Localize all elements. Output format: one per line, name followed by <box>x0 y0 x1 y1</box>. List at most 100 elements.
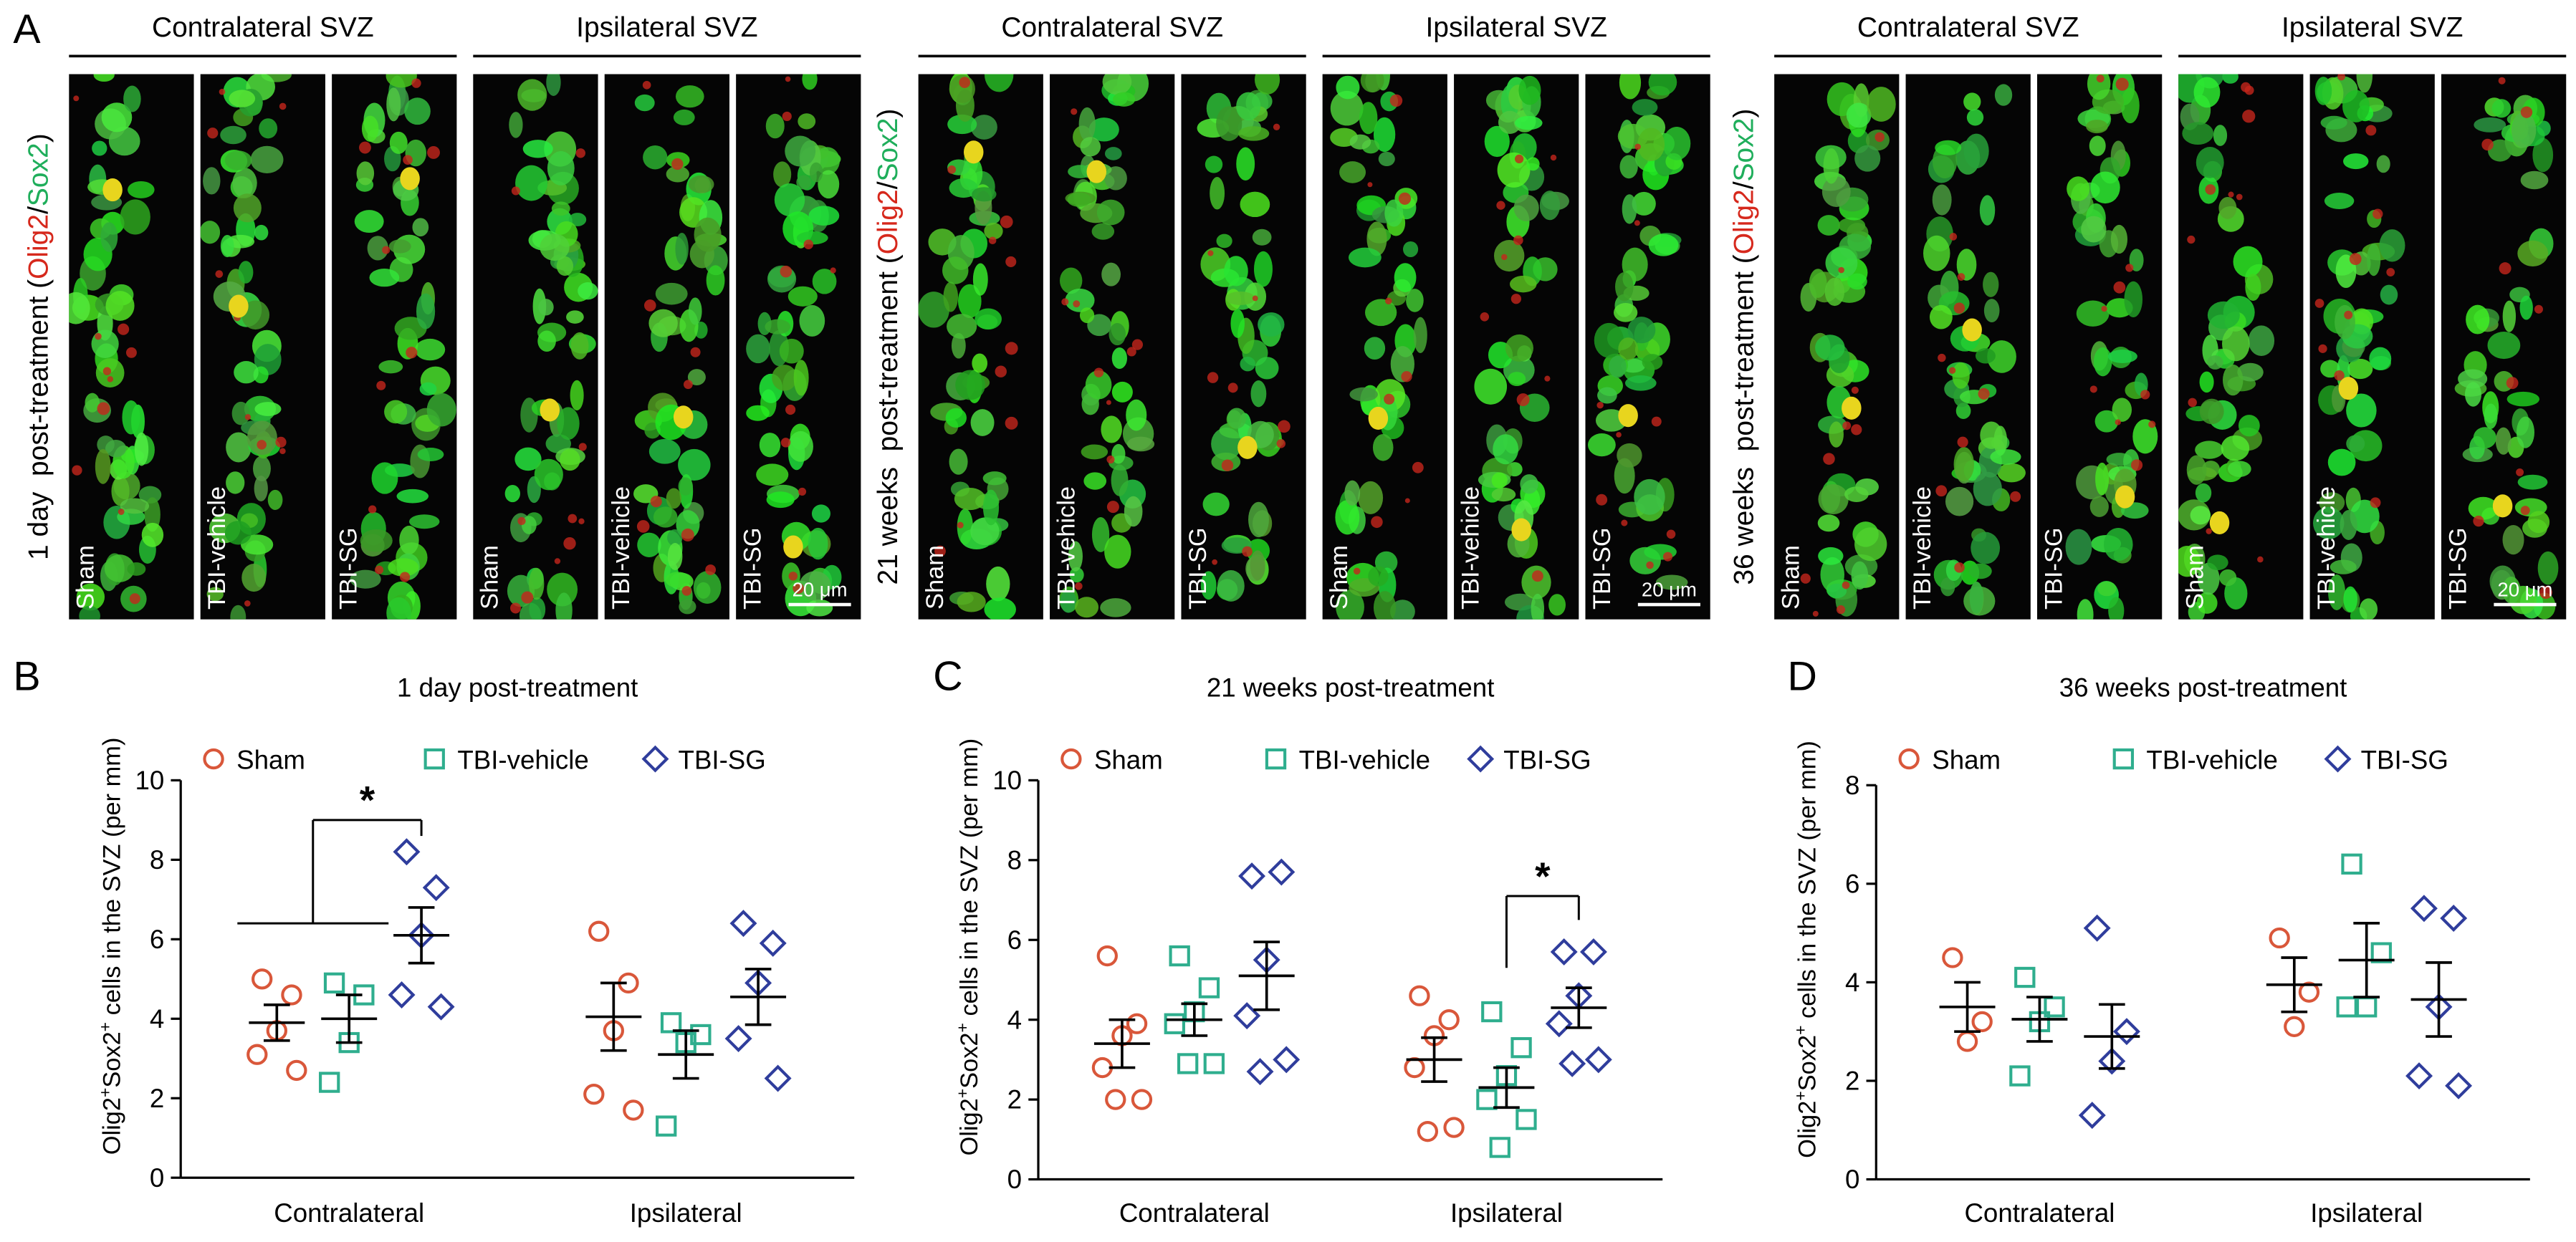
red-cell <box>2130 459 2143 471</box>
data-point <box>2440 905 2468 932</box>
superscript: + <box>953 1089 972 1098</box>
data-point <box>729 910 757 938</box>
cell <box>1824 277 1845 307</box>
cell <box>220 125 246 145</box>
cell <box>679 599 696 615</box>
red-cell <box>785 76 791 82</box>
red-cell <box>2539 586 2552 600</box>
cell <box>224 150 252 170</box>
red-cell <box>2187 235 2196 244</box>
data-point <box>1550 938 1578 966</box>
cell <box>954 487 986 511</box>
red-cell <box>2370 497 2381 509</box>
cell <box>200 221 221 244</box>
cell <box>1844 486 1869 502</box>
data-point <box>2098 1047 2126 1075</box>
cell <box>688 297 702 325</box>
cell <box>1217 570 1245 602</box>
y-tick-label: 0 <box>1845 1165 1859 1194</box>
cell <box>1627 317 1656 344</box>
cell <box>568 213 587 226</box>
stain-text: / <box>873 181 904 189</box>
cell <box>229 90 256 107</box>
cell <box>412 218 429 237</box>
cell <box>1360 74 1384 93</box>
cell <box>1497 152 1531 188</box>
cell <box>1648 74 1677 96</box>
cell <box>2195 483 2212 503</box>
red-cell <box>1093 367 1104 377</box>
cell <box>1818 483 1849 515</box>
y-tick-label: 6 <box>1007 925 1022 955</box>
micrograph-content <box>1474 75 1569 620</box>
legend-marker <box>1467 745 1495 773</box>
double-positive <box>2492 494 2513 518</box>
cell <box>1349 134 1371 150</box>
red-cell <box>2115 419 2121 425</box>
label-part: cells in the SVZ (per mm) <box>1794 741 1821 1025</box>
y-tick-label: 2 <box>150 1084 164 1113</box>
red-cell <box>2205 184 2216 195</box>
cell <box>818 170 840 199</box>
cell <box>538 299 554 316</box>
cell <box>746 334 770 364</box>
data-point <box>2336 996 2357 1018</box>
cell <box>356 161 375 186</box>
stain-text: ) <box>1728 109 1759 118</box>
cell <box>141 522 164 547</box>
cell <box>2458 369 2488 389</box>
cell <box>388 239 411 254</box>
cell <box>2223 364 2244 396</box>
red-cell <box>643 299 656 312</box>
data-point <box>427 993 455 1021</box>
cell <box>1126 436 1155 452</box>
data-point <box>1942 947 1963 968</box>
red-cell <box>2498 77 2506 85</box>
red-cell <box>554 558 561 564</box>
data-point <box>2298 981 2320 1003</box>
red-cell <box>947 165 957 174</box>
cell <box>1230 309 1245 338</box>
cell <box>105 291 135 321</box>
red-cell <box>1106 400 1111 405</box>
red-cell <box>2365 125 2377 136</box>
red-cell <box>988 236 997 245</box>
legend-marker <box>1060 748 1082 770</box>
significance: * <box>360 778 375 822</box>
legend-label: TBI-SG <box>2361 745 2448 774</box>
cell <box>694 217 722 252</box>
cell <box>975 308 1002 330</box>
red-cell <box>1207 372 1219 383</box>
red-cell <box>1544 375 1551 382</box>
cell <box>578 282 598 300</box>
superscript: + <box>95 1088 114 1097</box>
cell <box>2233 246 2263 278</box>
cell <box>128 180 155 198</box>
red-cell <box>2140 390 2150 400</box>
cell <box>2124 281 2143 317</box>
cell <box>1491 472 1508 488</box>
panel-label: A <box>13 6 41 52</box>
scale-bar-label: 20 μm <box>793 579 848 601</box>
double-positive <box>540 398 560 422</box>
legend-marker <box>2324 745 2352 773</box>
superscript: + <box>953 1023 972 1032</box>
cell <box>2222 74 2239 84</box>
cell <box>2087 74 2111 100</box>
cell <box>1493 434 1519 465</box>
data-point <box>2405 1062 2433 1090</box>
cell <box>2379 229 2405 262</box>
cell <box>793 360 809 396</box>
data-point <box>656 1115 677 1137</box>
cell <box>1069 567 1084 583</box>
red-cell <box>1666 529 1676 539</box>
micrograph-content <box>2065 74 2158 620</box>
red-cell <box>1242 546 1253 557</box>
chart-title: 36 weeks post-treatment <box>2059 673 2347 702</box>
cell <box>1526 157 1540 171</box>
red-cell <box>2314 299 2324 308</box>
condition-label: TBI-vehicle <box>1457 486 1484 610</box>
micrograph-content <box>2178 74 2275 620</box>
cell <box>1336 75 1360 100</box>
cell <box>779 338 804 364</box>
